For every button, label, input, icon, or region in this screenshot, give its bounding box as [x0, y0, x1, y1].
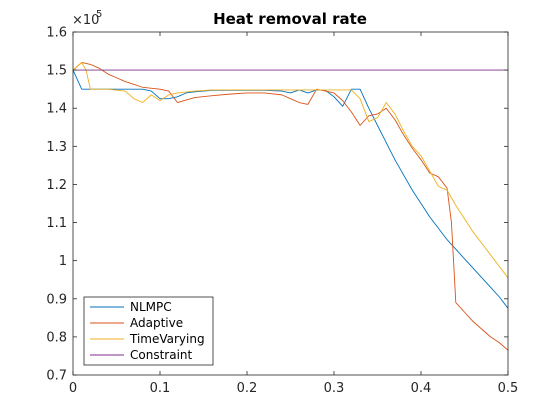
x-tick-label: 0.3 [324, 381, 345, 396]
y-tick-label: 1.6 [46, 26, 67, 41]
x-tick-label: 0.2 [237, 381, 258, 396]
y-tick-label: 1.1 [46, 216, 67, 231]
series-line-timevarying [72, 62, 509, 279]
legend-label-constraint: Constraint [130, 348, 193, 362]
y-tick-label: 0.7 [46, 369, 67, 384]
y-tick-label: 1.2 [46, 178, 67, 193]
x-tick-label: 0.1 [150, 381, 171, 396]
legend-box [83, 296, 214, 366]
legend: NLMPC Adaptive TimeVarying Constraint [83, 296, 214, 366]
y-tick-label: 1.3 [46, 140, 67, 155]
series-line-adaptive [72, 62, 509, 351]
y-tick-label: 0.8 [46, 330, 67, 345]
axes-frame [72, 31, 509, 376]
series-group [72, 62, 509, 351]
axes-border [72, 31, 509, 376]
legend-label-timevarying: TimeVarying [129, 332, 205, 346]
y-tick-label: 0.9 [46, 292, 67, 307]
y-axis-ticks: 0.7 0.8 0.9 1 1.1 1.2 1.3 1.4 1.5 1.6 [46, 26, 508, 384]
chart-title: Heat removal rate [213, 10, 367, 28]
x-tick-label: 0.4 [411, 381, 432, 396]
y-tick-label: 1.5 [46, 64, 67, 79]
y-exponent-power: 5 [96, 9, 102, 20]
y-axis-exponent: ×10 5 [72, 9, 102, 28]
y-tick-label: 1.4 [46, 102, 67, 117]
y-exponent-base: ×10 [72, 13, 99, 28]
legend-label-adaptive: Adaptive [130, 316, 183, 330]
y-tick-label: 1 [59, 254, 67, 269]
x-axis-ticks: 0 0.1 0.2 0.3 0.4 0.5 [69, 32, 518, 396]
x-tick-label: 0.5 [498, 381, 519, 396]
legend-label-nlmpc: NLMPC [130, 300, 172, 314]
x-tick-label: 0 [69, 381, 77, 396]
